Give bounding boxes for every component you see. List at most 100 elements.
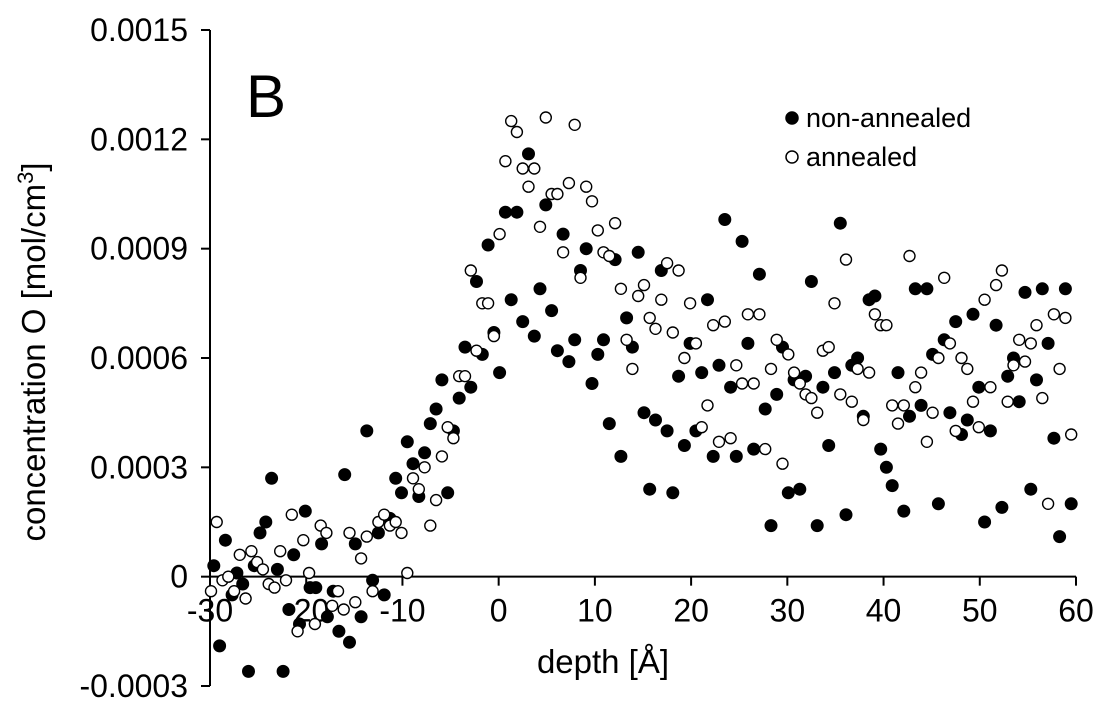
data-point-non-annealed xyxy=(701,293,714,307)
data-point-non-annealed xyxy=(949,315,963,329)
data-point-annealed xyxy=(505,114,518,128)
data-point-non-annealed xyxy=(960,413,974,427)
data-point-non-annealed xyxy=(213,639,227,653)
data-point-non-annealed xyxy=(287,548,301,562)
data-point-non-annealed xyxy=(637,406,651,420)
data-point-annealed xyxy=(395,526,408,540)
x-tick-label: 60 xyxy=(1058,593,1094,629)
data-point-non-annealed xyxy=(348,537,362,551)
legend-label-annealed: annealed xyxy=(806,142,917,172)
data-point-non-annealed xyxy=(816,380,830,394)
data-point-annealed xyxy=(932,351,945,365)
data-point-non-annealed xyxy=(236,577,250,591)
data-point-annealed xyxy=(695,421,708,434)
data-point-annealed xyxy=(828,297,841,310)
data-point-annealed xyxy=(886,399,899,412)
data-point-annealed xyxy=(574,271,587,284)
data-point-annealed xyxy=(274,545,287,558)
data-point-non-annealed xyxy=(423,417,437,431)
data-point-non-annealed xyxy=(441,486,455,500)
data-point-non-annealed xyxy=(253,526,267,540)
data-point-non-annealed xyxy=(493,366,507,380)
data-point-non-annealed xyxy=(712,358,726,372)
data-point-non-annealed xyxy=(360,424,374,438)
data-point-annealed xyxy=(412,483,425,496)
data-point-annealed xyxy=(435,450,449,463)
data-point-annealed xyxy=(418,461,431,474)
data-point-annealed xyxy=(349,596,362,609)
data-point-non-annealed xyxy=(966,307,980,321)
data-point-non-annealed xyxy=(366,573,380,587)
data-point-non-annealed xyxy=(631,245,645,259)
data-point-non-annealed xyxy=(1018,285,1032,299)
x-axis-title: depth [Å] xyxy=(537,643,669,680)
data-point-non-annealed xyxy=(562,355,576,369)
data-point-non-annealed xyxy=(1030,373,1043,387)
data-point-non-annealed xyxy=(741,336,755,350)
data-point-non-annealed xyxy=(265,471,279,485)
data-point-non-annealed xyxy=(677,439,691,452)
data-point-annealed xyxy=(1053,362,1066,376)
data-point-non-annealed xyxy=(354,610,368,624)
x-tick-label: 40 xyxy=(866,593,902,629)
data-point-non-annealed xyxy=(207,559,221,573)
data-point-non-annealed xyxy=(983,424,997,438)
data-point-annealed xyxy=(337,603,350,616)
data-point-non-annealed xyxy=(666,486,680,500)
data-point-non-annealed xyxy=(597,333,610,347)
data-point-annealed xyxy=(470,344,483,357)
data-point-annealed xyxy=(233,548,247,561)
y-tick-label: 0.0009 xyxy=(90,231,188,267)
data-point-non-annealed xyxy=(879,460,893,474)
data-point-annealed xyxy=(966,395,980,408)
data-point-annealed xyxy=(580,180,593,193)
data-point-annealed xyxy=(464,264,477,277)
data-points xyxy=(204,111,1078,678)
data-point-annealed xyxy=(972,421,985,434)
x-tick-label: 50 xyxy=(962,593,998,629)
data-point-annealed xyxy=(845,395,858,408)
data-point-annealed xyxy=(302,566,316,580)
data-point-annealed xyxy=(655,293,668,306)
y-ticks: -0.0003 0 0.0003 0.0006 0.0009 0.0012 0.0015 xyxy=(79,12,210,703)
data-point-annealed xyxy=(227,585,241,598)
data-point-non-annealed xyxy=(833,216,847,230)
data-point-non-annealed xyxy=(828,366,841,380)
data-point-non-annealed xyxy=(1012,395,1026,409)
data-point-annealed xyxy=(735,377,749,390)
data-point-non-annealed xyxy=(920,282,934,296)
data-point-non-annealed xyxy=(851,351,865,365)
data-point-non-annealed xyxy=(464,380,478,394)
data-point-annealed xyxy=(666,326,679,339)
data-point-non-annealed xyxy=(620,311,634,325)
data-point-annealed xyxy=(204,585,218,598)
data-point-non-annealed xyxy=(752,267,766,281)
data-point-non-annealed xyxy=(470,275,483,288)
data-point-non-annealed xyxy=(735,234,749,248)
series-annealed xyxy=(204,111,1078,638)
data-point-non-annealed xyxy=(504,293,518,307)
data-point-non-annealed xyxy=(822,439,836,452)
x-tick-label: 10 xyxy=(577,593,613,629)
data-point-non-annealed xyxy=(1064,497,1078,511)
data-point-annealed xyxy=(914,366,928,379)
data-point-annealed xyxy=(1036,391,1049,405)
data-point-annealed xyxy=(591,224,604,237)
data-point-annealed xyxy=(678,351,691,365)
data-point-non-annealed xyxy=(672,369,686,383)
data-point-annealed xyxy=(770,333,783,346)
data-point-annealed xyxy=(239,592,252,605)
data-point-non-annealed xyxy=(614,449,628,463)
data-point-non-annealed xyxy=(931,497,945,511)
data-point-annealed xyxy=(903,249,916,263)
data-point-annealed xyxy=(285,508,298,521)
data-point-non-annealed xyxy=(539,198,553,212)
data-point-annealed xyxy=(741,308,755,321)
data-point-non-annealed xyxy=(218,533,232,547)
data-point-annealed xyxy=(1030,319,1043,332)
data-point-annealed xyxy=(487,329,501,343)
data-point-annealed xyxy=(730,359,743,372)
data-point-non-annealed xyxy=(839,508,853,522)
data-point-annealed xyxy=(1013,333,1026,346)
